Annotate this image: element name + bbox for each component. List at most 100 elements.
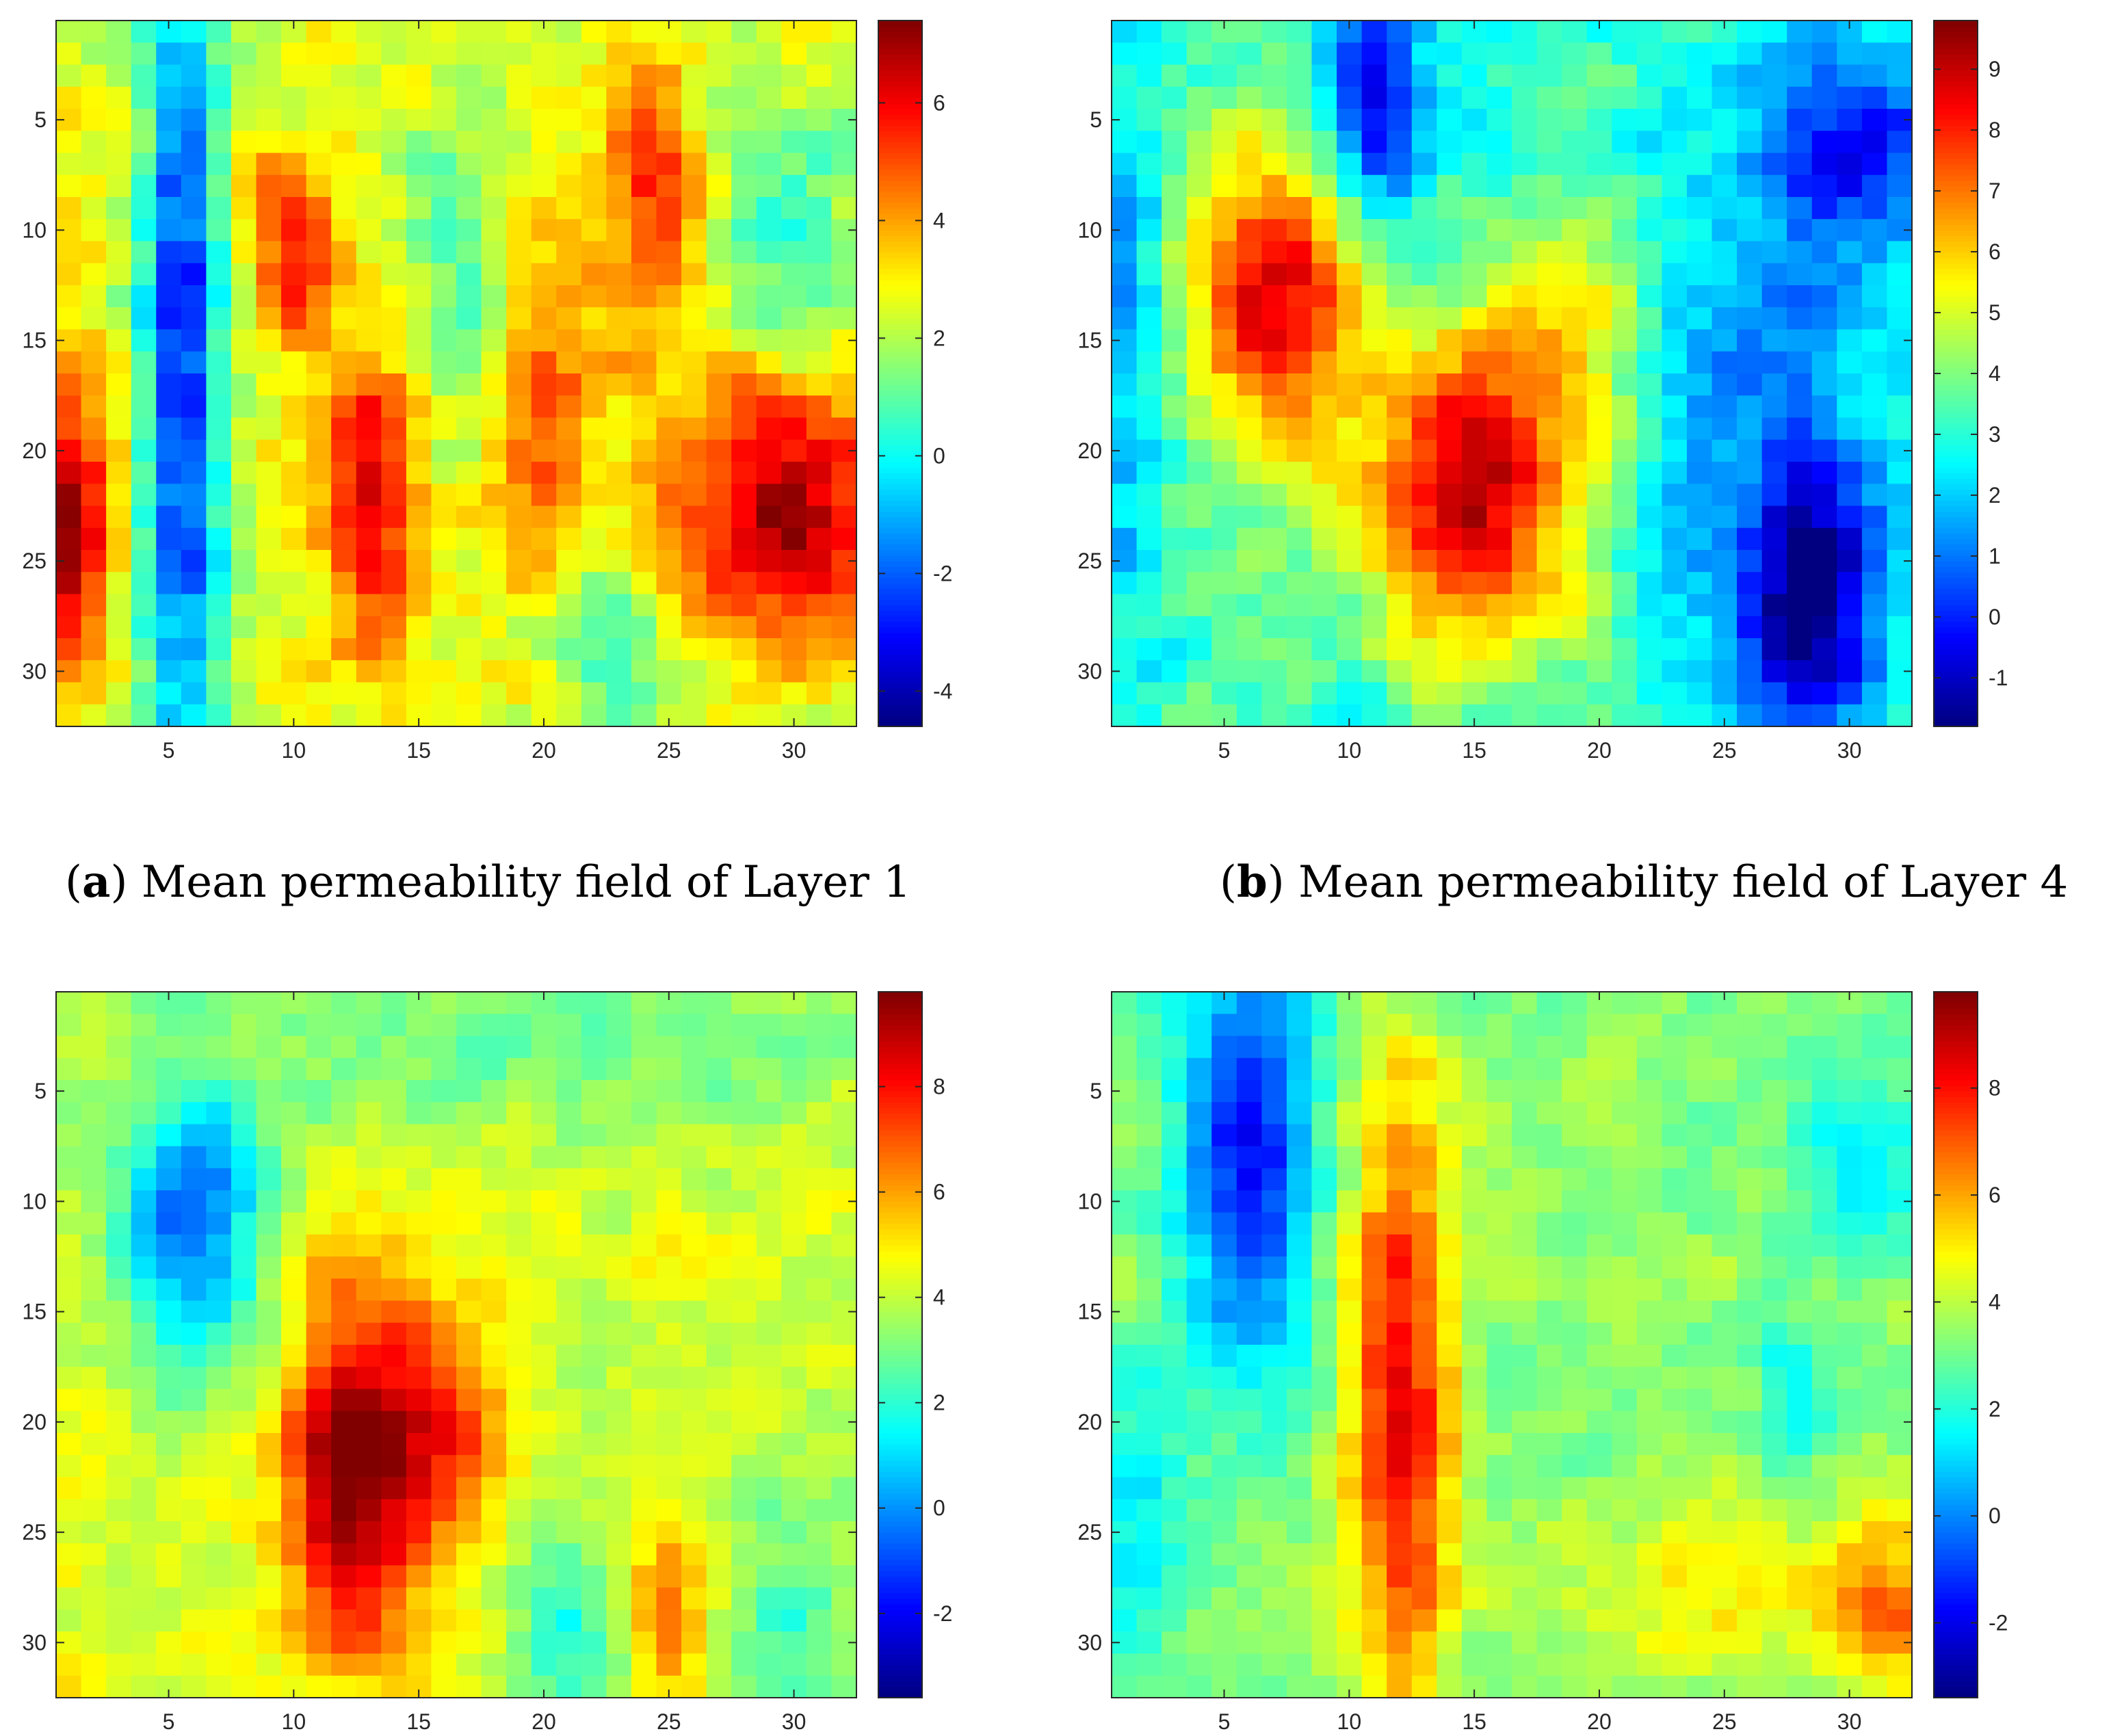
heatmap-cell [1461, 153, 1488, 176]
heatmap-cell [556, 1410, 582, 1434]
heatmap-cell [206, 1433, 232, 1456]
colorbar-step [878, 345, 922, 352]
heatmap-cell [1211, 307, 1237, 330]
heatmap-cell [1636, 285, 1662, 308]
colorbar-step [878, 26, 922, 32]
heatmap-cell [1387, 1278, 1413, 1302]
heatmap-cell [1162, 1036, 1188, 1059]
heatmap-cell [1136, 1212, 1162, 1235]
heatmap-cell [1437, 241, 1463, 264]
heatmap-cell [381, 109, 407, 131]
colorbar-step [878, 1405, 922, 1412]
heatmap-cell [1586, 373, 1612, 396]
heatmap-cell [681, 439, 707, 462]
heatmap-cell [256, 682, 282, 705]
heatmap-cell [381, 1433, 407, 1456]
heatmap-cell [1286, 1609, 1313, 1632]
colorbar-step [1934, 114, 1978, 120]
heatmap-cell [206, 572, 232, 595]
heatmap-cell [1761, 1653, 1787, 1676]
heatmap-cell [481, 1300, 507, 1324]
heatmap-cell [1811, 992, 1837, 1014]
heatmap-cell [1887, 351, 1913, 374]
heatmap-cell [731, 1345, 757, 1367]
heatmap-cell [631, 1543, 657, 1566]
heatmap-cell [806, 1675, 832, 1698]
colorbar-step [1934, 1157, 1978, 1163]
heatmap-cell [1311, 1124, 1337, 1147]
heatmap-cell [156, 1057, 182, 1081]
colorbar-step [878, 70, 922, 77]
heatmap-cell [1562, 638, 1588, 661]
heatmap-cell [831, 417, 857, 440]
heatmap-cell [256, 1499, 282, 1522]
heatmap-cell [1612, 285, 1638, 308]
heatmap-cell [456, 572, 482, 595]
heatmap-cell [506, 660, 532, 683]
heatmap-cell [231, 1257, 257, 1279]
heatmap-cell [656, 638, 682, 661]
heatmap-cell [81, 1433, 107, 1456]
heatmap-cell [606, 484, 632, 507]
colorbar-tick-label: 0 [933, 1496, 945, 1521]
heatmap-cell [1211, 594, 1237, 617]
heatmap-cell [206, 1389, 232, 1412]
heatmap-cell [1486, 1014, 1512, 1037]
colorbar-step [878, 511, 922, 518]
heatmap-cell [756, 704, 782, 727]
heatmap-cell [1361, 197, 1387, 220]
heatmap-cell [1787, 64, 1813, 88]
heatmap-cell [1337, 153, 1363, 176]
heatmap-cell [1261, 1653, 1287, 1676]
heatmap-cell [1361, 241, 1387, 264]
heatmap-cell [281, 1146, 307, 1169]
heatmap-cell [1512, 550, 1538, 573]
colorbar-tick-label: 5 [1989, 300, 2001, 325]
heatmap-cell [306, 1278, 332, 1302]
heatmap-cell [1286, 1675, 1313, 1698]
heatmap-cell [1811, 1653, 1837, 1676]
heatmap-cell [506, 1102, 532, 1125]
heatmap-cell [256, 1433, 282, 1456]
colorbar-tick-label: -4 [933, 679, 952, 703]
heatmap-cell [1811, 1433, 1837, 1456]
heatmap-cell [131, 395, 157, 419]
heatmap-cell [1861, 1168, 1888, 1191]
heatmap-cell [131, 1080, 157, 1103]
colorbar-step [1934, 495, 1978, 501]
colorbar-step [878, 97, 922, 104]
heatmap-cell [231, 572, 257, 595]
heatmap-cell [1186, 1124, 1212, 1147]
heatmap-cell [1136, 1389, 1162, 1412]
heatmap-cell [106, 263, 132, 286]
heatmap-cell [1186, 484, 1212, 507]
heatmap-cell [1437, 682, 1463, 705]
heatmap-cell [281, 1257, 307, 1279]
heatmap-cell [1861, 1653, 1888, 1676]
heatmap-cell [131, 1345, 157, 1367]
colorbar-step [878, 467, 922, 473]
heatmap-cell [1861, 197, 1888, 220]
heatmap-cell [1236, 1168, 1262, 1191]
colorbar-step [878, 191, 922, 198]
heatmap-cells-c [56, 992, 857, 1698]
heatmap-cell [1286, 64, 1313, 88]
heatmap-cell [831, 1389, 857, 1412]
heatmap-cell [206, 484, 232, 507]
heatmap-cell [356, 131, 382, 154]
heatmap-cell [556, 1653, 582, 1676]
heatmap-cell [81, 1146, 107, 1169]
colorbar-step [878, 1521, 922, 1527]
heatmap-cell [306, 439, 332, 462]
heatmap-cell [681, 1322, 707, 1345]
heatmap-cell [531, 660, 557, 683]
heatmap-cell [1662, 682, 1688, 705]
colorbar-step [1934, 1212, 1978, 1219]
heatmap-cell [431, 1014, 457, 1037]
colorbar-step [1934, 64, 1978, 71]
heatmap-cell [1811, 64, 1837, 88]
heatmap-cell [1536, 86, 1562, 109]
heatmap-cell [1136, 1278, 1162, 1302]
heatmap-cell [1861, 307, 1888, 330]
